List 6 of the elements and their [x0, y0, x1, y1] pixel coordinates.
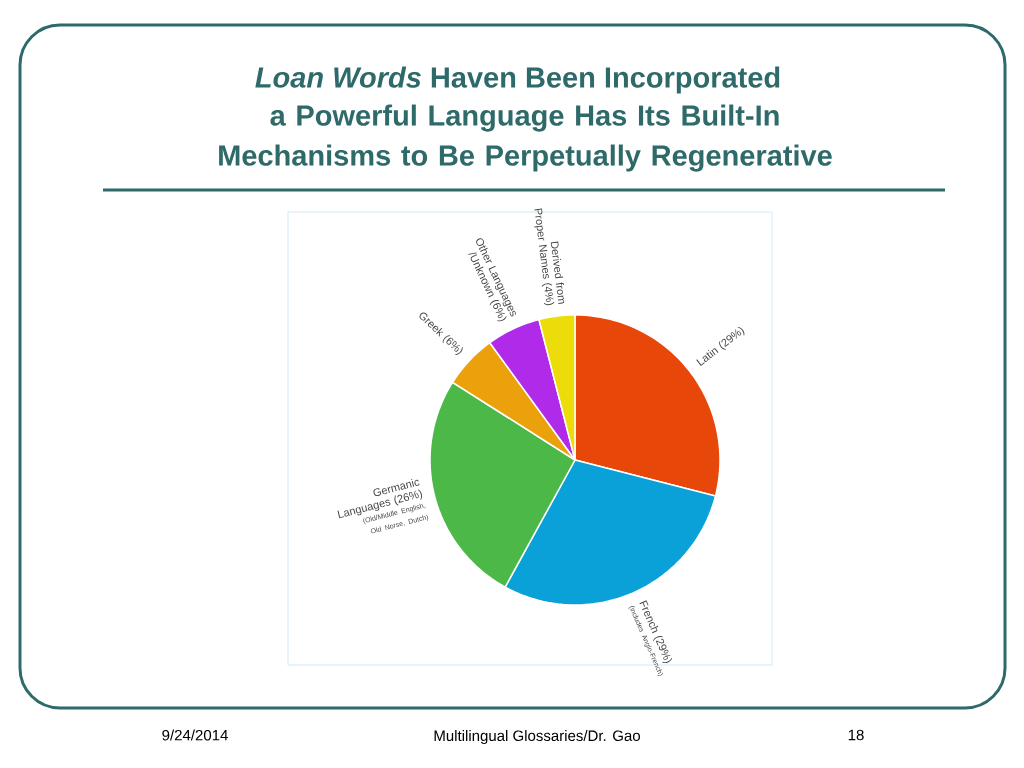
chart-title: Loan Words Haven Been Incorporated [255, 66, 780, 94]
slice-label: Derived from Proper Names (4%) [534, 208, 565, 306]
text: 18 [848, 729, 864, 741]
text: 9/24/2014 [162, 729, 228, 741]
chart-subtitle: a Powerful Language Has Its Built-In Mechanisms to Be Perpetually Regenerative [219, 104, 832, 172]
text: Multilingual Glossaries/Dr. Gao [434, 730, 640, 744]
